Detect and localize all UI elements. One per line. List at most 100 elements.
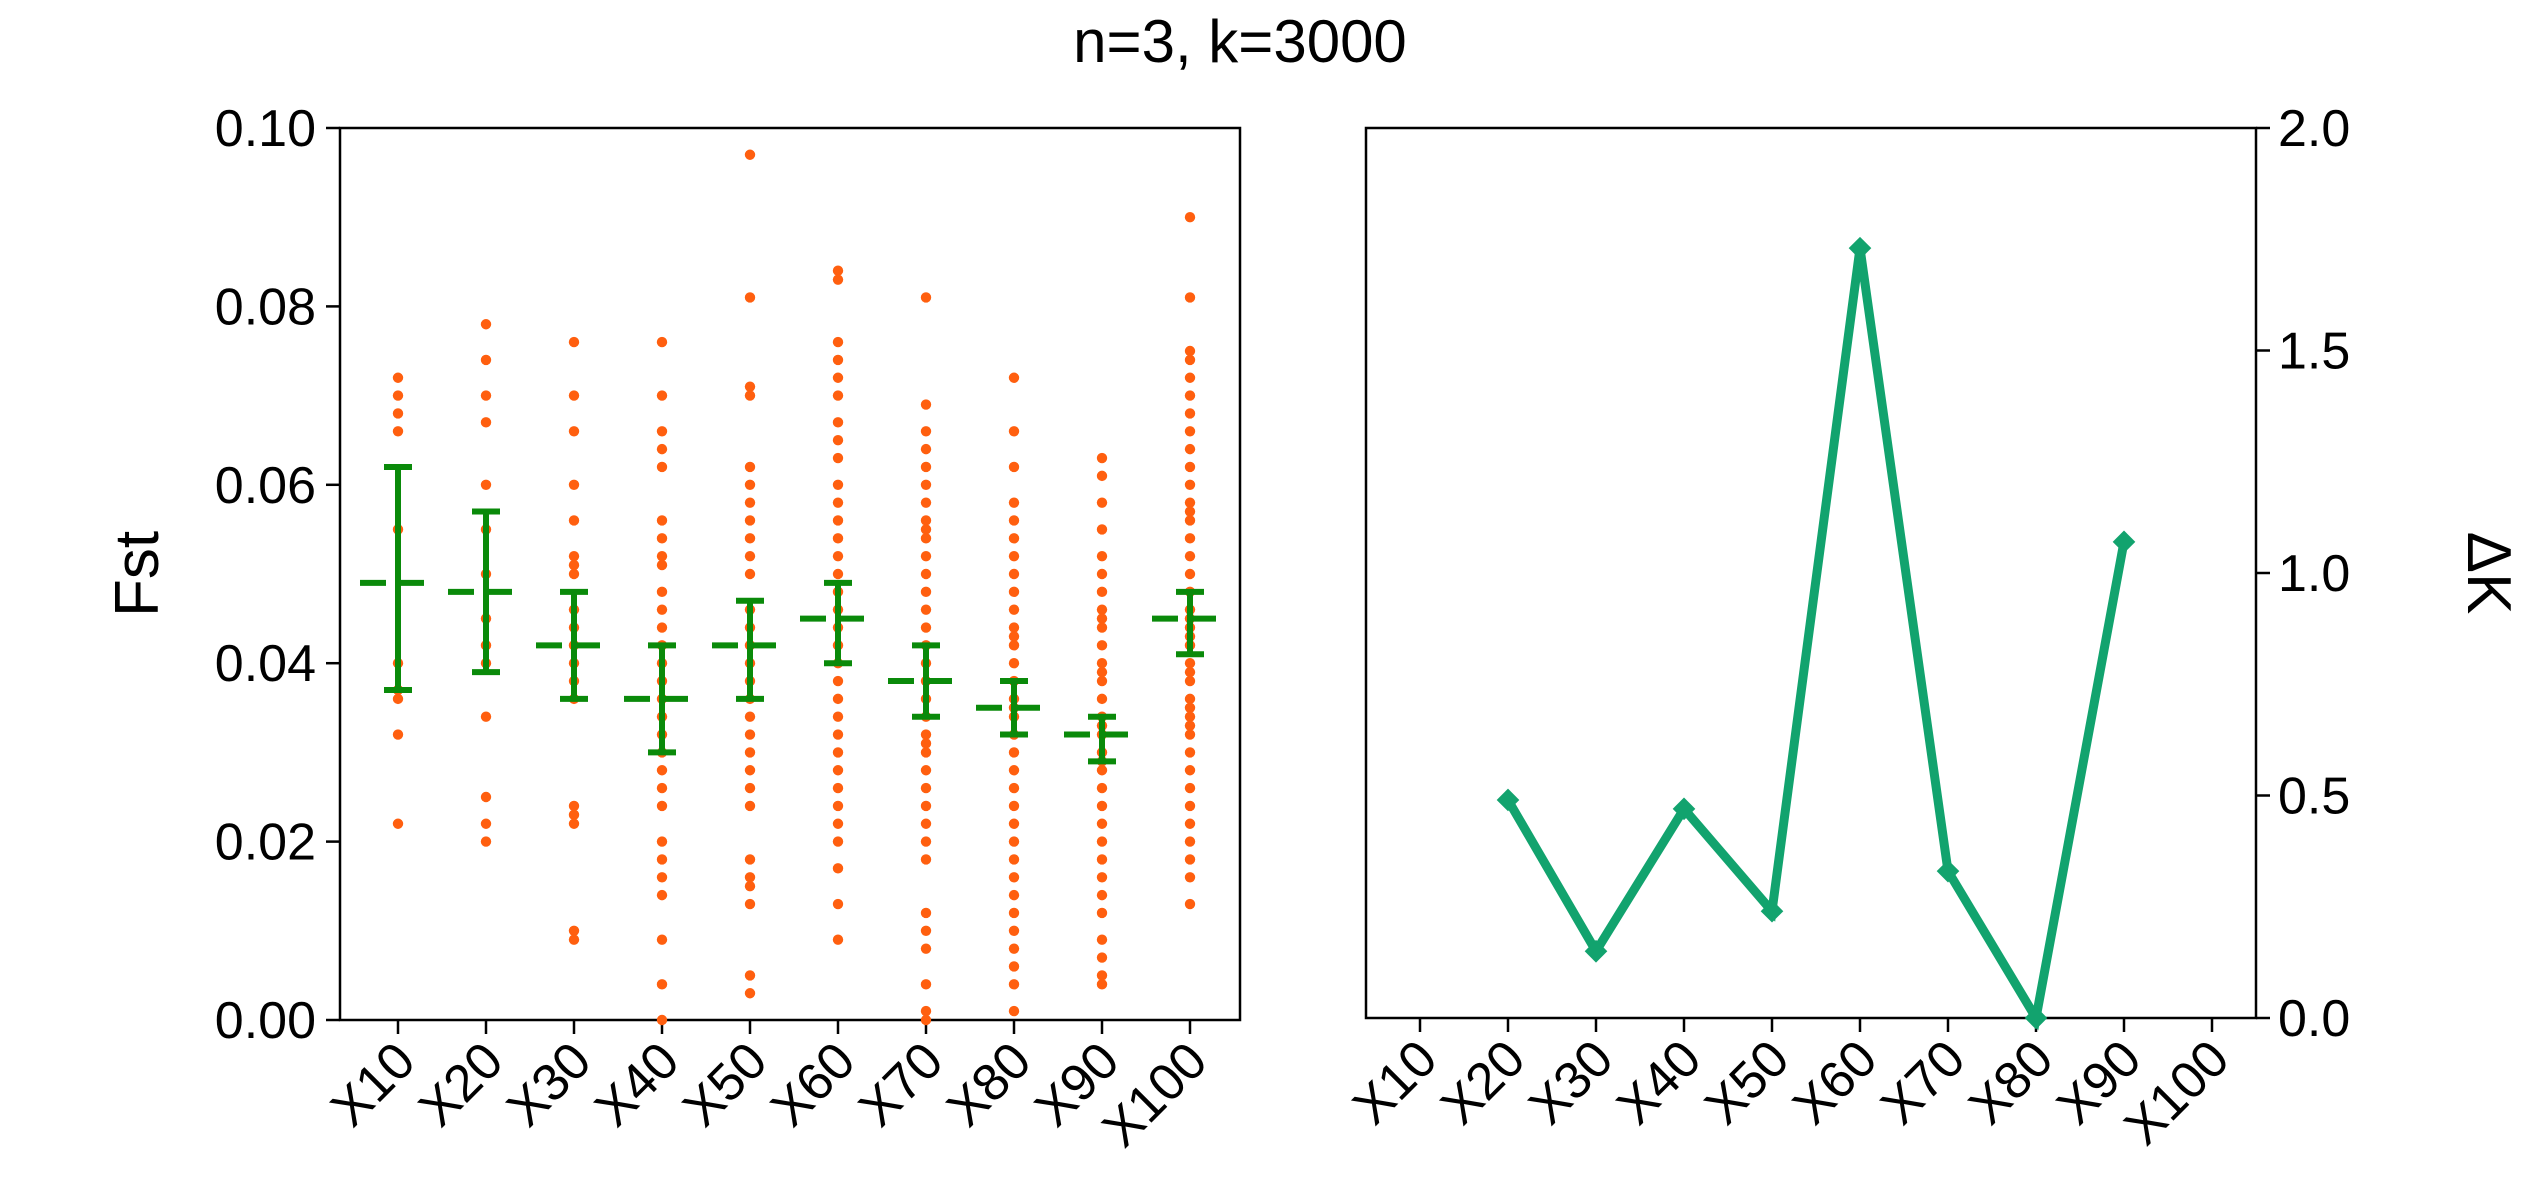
fst-data-point — [1096, 907, 1108, 919]
fst-data-point — [1184, 666, 1196, 678]
fst-data-point — [1096, 524, 1108, 535]
fst-data-point — [568, 809, 580, 821]
fst-data-point — [568, 550, 580, 562]
figure-title: n=3, k=3000 — [1073, 8, 1407, 75]
fst-data-point — [656, 426, 668, 437]
fst-data-point — [832, 533, 844, 544]
fst-data-point — [656, 586, 668, 598]
fst-data-point — [1184, 782, 1196, 794]
fst-data-point — [656, 782, 668, 794]
fst-data-point — [1184, 408, 1196, 419]
fst-x-tick-label: X10 — [320, 1031, 426, 1137]
dk-y-tick-label: 1.5 — [2278, 323, 2350, 381]
fst-data-point — [920, 461, 932, 473]
fst-data-point — [832, 836, 844, 847]
fst-data-point — [1184, 836, 1196, 847]
fst-data-point — [744, 479, 756, 490]
fst-data-point — [920, 524, 932, 535]
fst-data-point — [832, 479, 844, 490]
fst-data-point — [832, 265, 844, 276]
dk-data-point — [1936, 859, 1960, 883]
dk-x-tick-label: X70 — [1870, 1029, 1976, 1135]
fst-data-point — [656, 800, 668, 812]
fst-data-point — [832, 729, 844, 740]
fst-data-point — [392, 408, 404, 419]
fst-y-tick-label: 0.00 — [215, 992, 316, 1050]
fst-data-point — [1096, 800, 1108, 812]
fst-data-point — [1096, 765, 1108, 776]
fst-data-point — [480, 319, 492, 330]
fst-data-point — [1008, 372, 1020, 383]
fst-data-point — [1096, 452, 1108, 464]
fst-data-point — [1096, 568, 1108, 580]
fst-data-point — [1008, 426, 1020, 437]
fst-data-point — [656, 533, 668, 544]
fst-data-point — [832, 747, 844, 758]
fst-data-point — [744, 729, 756, 740]
fst-data-point — [1184, 515, 1196, 526]
fst-y-tick-label: 0.04 — [215, 635, 316, 693]
fst-y-axis-label: Fst — [103, 531, 172, 617]
fst-data-point — [1096, 658, 1108, 669]
fst-data-point — [920, 782, 932, 794]
fst-data-point — [480, 417, 492, 428]
fst-data-point — [832, 452, 844, 464]
fst-axes-frame — [338, 126, 1242, 1022]
dk-x-tick-label: X60 — [1782, 1029, 1888, 1135]
fst-data-point — [920, 943, 932, 954]
fst-data-point — [920, 426, 932, 437]
fst-data-point — [1184, 212, 1196, 223]
fst-data-point — [1008, 872, 1020, 883]
fst-y-tick-label: 0.06 — [215, 457, 316, 515]
fst-data-point — [832, 863, 844, 874]
fst-data-point — [920, 979, 932, 990]
fst-data-point — [1184, 479, 1196, 490]
fst-data-point — [656, 336, 668, 348]
fst-data-point — [832, 711, 844, 722]
fst-data-point — [832, 550, 844, 562]
fst-data-point — [1184, 372, 1196, 383]
dk-x-tick-label: X40 — [1606, 1029, 1712, 1135]
delta-k-line-panel: 0.0 0.5 1.0 1.5 2.0 ΔK X10X20X30X40X50X60X70X8… — [1342, 100, 2523, 1156]
fst-data-point — [480, 818, 492, 829]
fst-data-point — [1184, 354, 1196, 366]
fst-data-point — [1096, 818, 1108, 829]
fst-data-point — [744, 390, 756, 401]
fst-data-point — [1184, 506, 1196, 517]
fst-data-point — [832, 274, 844, 285]
fst-data-point — [1096, 586, 1108, 598]
fst-data-point — [832, 354, 844, 366]
fst-data-point — [1184, 693, 1196, 705]
fst-data-point — [920, 854, 932, 865]
fst-data-point — [832, 934, 844, 945]
fst-data-point — [1184, 443, 1196, 455]
fst-data-point — [832, 417, 844, 428]
fst-data-point — [1096, 613, 1108, 624]
fst-data-point — [832, 372, 844, 383]
fst-data-point — [656, 836, 668, 847]
dk-data-point — [1672, 797, 1696, 821]
fst-data-point — [744, 711, 756, 722]
dk-data-point — [2024, 1006, 2048, 1030]
dk-y-tick-label: 1.0 — [2278, 545, 2350, 603]
fst-data-point — [744, 970, 756, 981]
fst-data-point — [1096, 497, 1108, 508]
fst-data-point — [744, 515, 756, 526]
fst-data-point — [1096, 675, 1108, 687]
fst-data-point — [568, 336, 580, 348]
fst-data-point — [656, 765, 668, 776]
fst-data-point — [920, 818, 932, 829]
fst-y-tick-label: 0.10 — [215, 100, 316, 158]
fst-data-point — [480, 354, 492, 366]
fst-data-point — [568, 426, 580, 437]
fst-data-point — [832, 390, 844, 401]
fst-data-point — [568, 925, 580, 936]
fst-data-point — [1184, 702, 1196, 713]
fst-data-point — [1184, 675, 1196, 687]
fst-data-point — [656, 934, 668, 945]
fst-data-point — [656, 559, 668, 571]
fst-data-point — [744, 898, 756, 910]
dk-data-point — [1848, 236, 1872, 260]
fst-x-tick-label: X100 — [1092, 1031, 1219, 1158]
fst-data-point — [744, 149, 756, 160]
